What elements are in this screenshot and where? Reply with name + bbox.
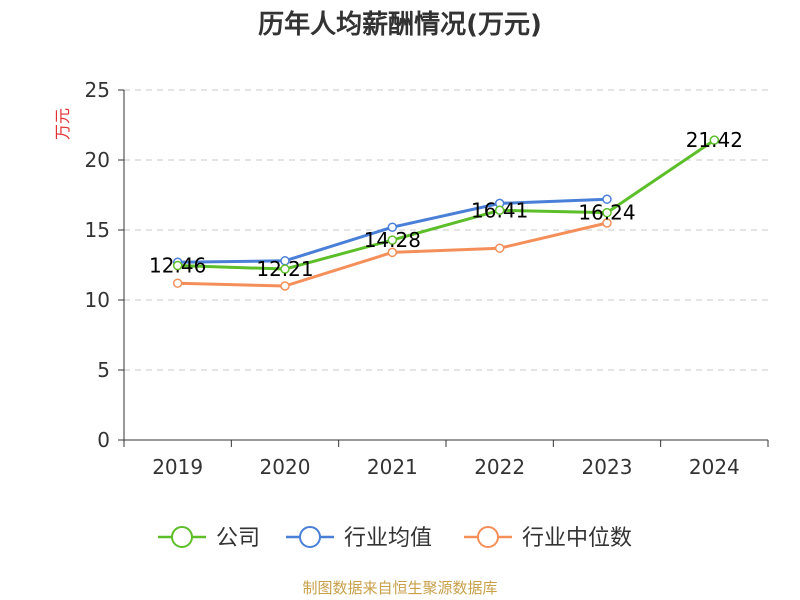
x-tick-label: 2019 bbox=[152, 455, 203, 479]
axes: 0 5 10 15 20 25 2019 2020 2021 2022 2023 2024 bbox=[85, 78, 769, 479]
series-layer bbox=[172, 135, 720, 291]
data-point bbox=[387, 247, 398, 258]
y-tick-label: 0 bbox=[97, 428, 110, 452]
x-tick-label: 2023 bbox=[582, 455, 633, 479]
y-tick-label: 10 bbox=[85, 288, 110, 312]
data-label: 14.28 bbox=[364, 228, 421, 252]
x-tick-label: 2021 bbox=[367, 455, 418, 479]
legend-item[interactable]: 行业中位数 bbox=[464, 526, 632, 551]
legend-swatch-marker bbox=[477, 526, 499, 548]
legend-swatch-marker bbox=[299, 526, 321, 548]
data-point bbox=[709, 135, 720, 145]
data-point bbox=[172, 260, 183, 271]
x-tick-label: 2020 bbox=[260, 455, 311, 479]
legend-item[interactable]: 公司 bbox=[158, 526, 260, 551]
data-label: 21.42 bbox=[686, 128, 743, 152]
legend-label: 行业中位数 bbox=[522, 526, 632, 551]
grid-lines bbox=[124, 89, 768, 371]
data-point bbox=[387, 222, 398, 232]
legend-label: 公司 bbox=[216, 526, 260, 551]
data-labels: 12.46 12.21 14.28 16.41 16.24 21.42 bbox=[149, 128, 743, 281]
data-point bbox=[494, 205, 505, 216]
legend-item[interactable]: 行业均值 bbox=[286, 526, 432, 551]
chart-title: 历年人均薪酬情况(万元) bbox=[258, 9, 542, 40]
y-axis-label: 万元 bbox=[53, 108, 72, 140]
y-tick-label: 20 bbox=[85, 148, 110, 172]
source-note: 制图数据来自恒生聚源数据库 bbox=[302, 579, 497, 597]
data-label: 12.21 bbox=[256, 257, 313, 281]
data-point bbox=[602, 194, 612, 204]
data-point bbox=[280, 281, 290, 291]
data-point bbox=[387, 235, 398, 245]
x-tick-label: 2024 bbox=[689, 455, 740, 479]
data-point bbox=[602, 207, 612, 218]
data-point bbox=[602, 218, 612, 228]
data-point bbox=[172, 278, 183, 288]
legend-label: 行业均值 bbox=[344, 526, 432, 551]
data-point bbox=[494, 243, 505, 253]
legend-swatch-marker bbox=[171, 526, 193, 548]
series-line-0 bbox=[177, 138, 716, 271]
data-point bbox=[280, 264, 290, 274]
data-label: 16.41 bbox=[471, 198, 528, 222]
data-label: 16.24 bbox=[578, 201, 635, 225]
y-tick-label: 25 bbox=[85, 78, 110, 102]
legend[interactable]: 公司 行业均值 行业中位数 bbox=[158, 526, 632, 551]
x-tick-label: 2022 bbox=[474, 455, 525, 479]
data-label: 12.46 bbox=[149, 254, 206, 278]
y-tick-label: 15 bbox=[85, 218, 110, 242]
y-tick-label: 5 bbox=[97, 358, 110, 382]
